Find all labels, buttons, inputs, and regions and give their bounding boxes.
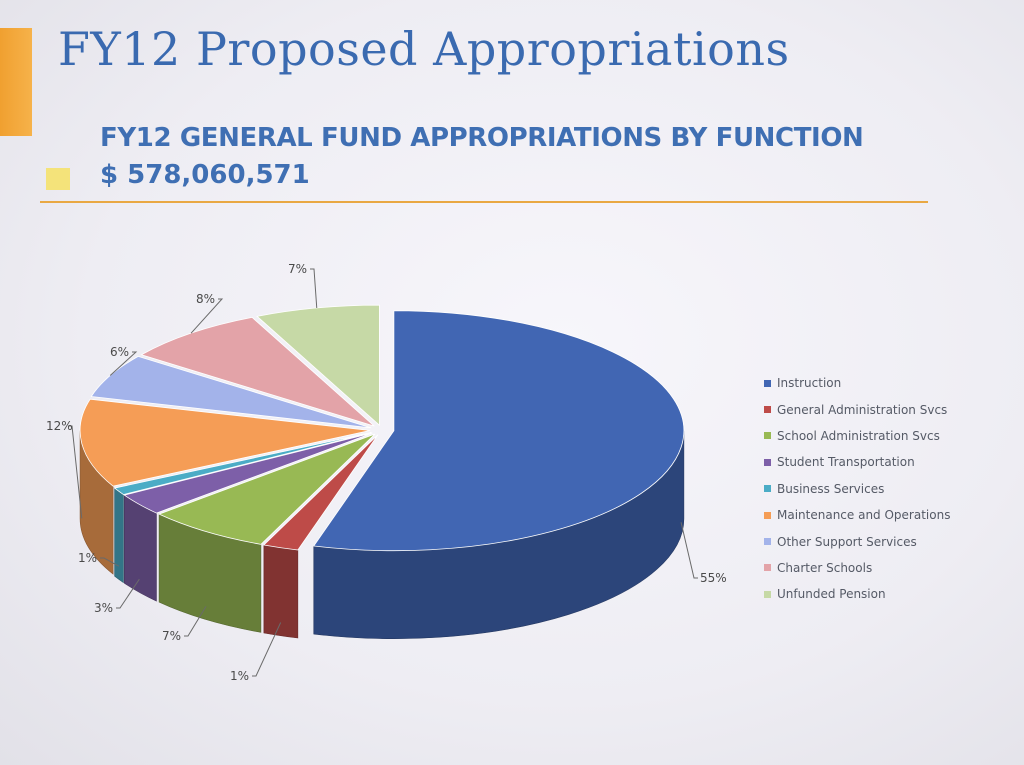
pie-data-label: 7% (288, 262, 307, 276)
legend-item: Maintenance and Operations (764, 502, 950, 528)
pie-slice (263, 434, 379, 551)
chart-title: FY12 GENERAL FUND APPROPRIATIONS BY FUNC… (100, 123, 864, 153)
legend-item: Instruction (764, 370, 950, 396)
bullet-marker (46, 168, 70, 190)
legend-item: Unfunded Pension (764, 581, 950, 607)
pie-slice (256, 304, 380, 427)
pie-data-label: 6% (110, 345, 129, 359)
pie-data-label: 8% (196, 292, 215, 306)
pie-leader-line (68, 425, 83, 519)
legend-label: Maintenance and Operations (777, 508, 951, 523)
legend-item: Other Support Services (764, 528, 950, 554)
legend-swatch (764, 538, 771, 546)
legend-label: General Administration Svcs (777, 402, 948, 417)
pie-leader-line (190, 298, 224, 334)
pie-slice (158, 433, 376, 545)
pie-leader-line (680, 522, 698, 579)
pie-slice (79, 398, 371, 487)
pie-leader-line (109, 351, 138, 376)
legend-item: Student Transportation (764, 449, 950, 475)
legend-item: Business Services (764, 476, 950, 502)
pie-slice (90, 355, 372, 429)
pie-slice-side (114, 487, 124, 584)
legend-label: Student Transportation (777, 455, 915, 470)
pie-data-label: 1% (230, 669, 249, 683)
title-accent-bar (0, 28, 32, 136)
legend-swatch (764, 564, 771, 572)
legend-swatch (764, 590, 771, 598)
pie-data-label: 7% (162, 629, 181, 643)
legend-swatch (764, 458, 771, 466)
chart-subtitle: $ 578,060,571 (100, 160, 310, 190)
slide-title: FY12 Proposed Appropriations (58, 22, 790, 76)
pie-data-label: 55% (700, 571, 727, 585)
legend-swatch (764, 485, 771, 493)
legend-swatch (764, 432, 771, 440)
pie-leader-line (116, 578, 140, 609)
legend-swatch (764, 511, 771, 519)
legend-swatch (764, 406, 771, 414)
pie-leader-line (252, 622, 282, 677)
chart-legend: Instruction General Administration Svcs Sc… (764, 370, 950, 608)
pie-slice (313, 310, 685, 552)
legend-label: Business Services (777, 481, 885, 496)
pie-leader-line (100, 557, 120, 567)
pie-slice-side (263, 544, 299, 639)
legend-item: School Administration Svcs (764, 423, 950, 449)
heading-divider (40, 201, 928, 203)
pie-data-label: 1% (78, 551, 97, 565)
pie-data-label: 12% (46, 419, 73, 433)
legend-label: Unfunded Pension (777, 587, 886, 602)
pie-leader-line (310, 268, 318, 309)
pie-data-label: 3% (94, 601, 113, 615)
legend-item: General Administration Svcs (764, 396, 950, 422)
pie-slice (113, 432, 372, 496)
pie-slice (123, 432, 373, 514)
legend-label: Charter Schools (777, 560, 873, 575)
pie-leader-line (184, 606, 207, 637)
legend-label: Other Support Services (777, 534, 917, 549)
legend-label: Instruction (777, 376, 842, 391)
legend-swatch (764, 379, 771, 387)
legend-label: School Administration Svcs (777, 428, 940, 443)
legend-item: Charter Schools (764, 555, 950, 581)
